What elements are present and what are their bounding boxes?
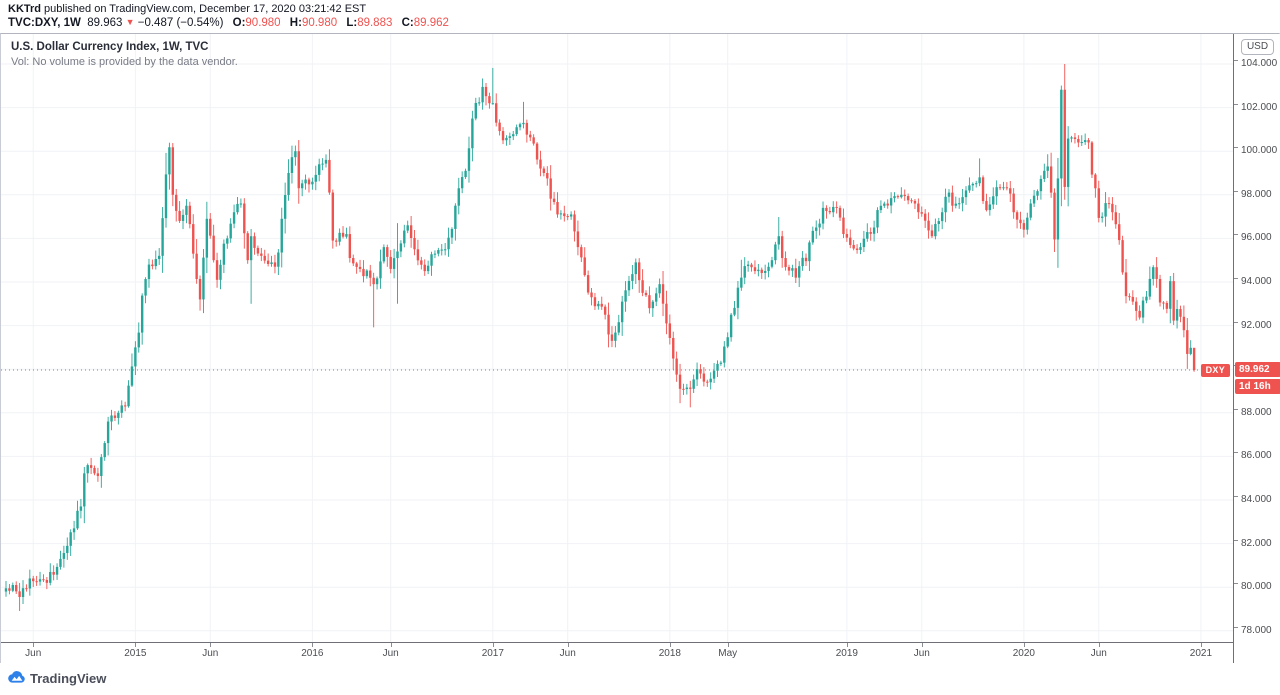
- time-tick-year: 2015: [124, 648, 147, 659]
- time-tick-mark: [921, 643, 923, 647]
- byline: KKTrd published on TradingView.com, Dece…: [8, 3, 366, 15]
- ohlc-open-label: O:: [232, 17, 246, 29]
- time-tick-year: 2017: [481, 648, 504, 659]
- time-tick-month: May: [718, 648, 738, 659]
- tick-dash: [1234, 626, 1238, 628]
- price-tick-label: 94.000: [1234, 276, 1272, 288]
- time-tick-year: 2018: [658, 648, 681, 659]
- time-tick-year: 2020: [1012, 648, 1035, 659]
- ohlc-close-label: C:: [401, 17, 414, 29]
- price-tick-label: 100.000: [1234, 145, 1277, 157]
- tick-dash: [1234, 452, 1238, 454]
- ohlc-high-label: H:: [289, 17, 302, 29]
- time-axis[interactable]: Jun 2015 Jun 2016 Jun 2017 Jun 2018 May 2019 Jun 20…: [1, 642, 1280, 664]
- chart-frame: U.S. Dollar Currency Index, 1W, TVC Vol:…: [0, 33, 1280, 664]
- symbol-status-line: TVC:DXY, 1W 89.963 ▼ −0.487 (−0.54%) O:9…: [8, 17, 449, 29]
- time-tick-mark: [210, 643, 212, 647]
- snapshot-footer: TradingView: [0, 663, 1280, 695]
- series-price-tag: DXY: [1200, 363, 1230, 377]
- price-tick-label: 104.000: [1234, 58, 1277, 70]
- time-tick-year: 2016: [301, 648, 324, 659]
- time-tick-month: Jun: [25, 648, 42, 659]
- price-tick-label: 102.000: [1234, 102, 1277, 114]
- time-tick-mark: [1098, 643, 1100, 647]
- time-tick-mark: [1023, 643, 1025, 647]
- time-tick-month: Jun: [202, 648, 219, 659]
- ohlc-low-label: L:: [346, 17, 358, 29]
- tick-dash: [1234, 234, 1238, 236]
- last-price-tag: 89.962: [1235, 362, 1280, 378]
- ohlc-low-value: 89.883: [357, 17, 393, 29]
- last-price: 89.963: [87, 17, 123, 29]
- time-tick-mark: [727, 643, 729, 647]
- price-tick-label: 88.000: [1234, 407, 1272, 419]
- tick-dash: [1234, 278, 1238, 279]
- chart-pane[interactable]: U.S. Dollar Currency Index, 1W, TVC Vol:…: [1, 34, 1233, 642]
- time-tick-mark: [492, 643, 494, 647]
- time-tick-month: Jun: [382, 648, 399, 659]
- time-tick-mark: [33, 643, 35, 647]
- tick-dash: [1234, 321, 1238, 323]
- tick-dash: [1234, 190, 1238, 192]
- tradingview-brand-text[interactable]: TradingView: [30, 671, 107, 686]
- time-tick-month: Jun: [913, 648, 930, 659]
- time-tick-mark: [669, 643, 671, 647]
- ohlc-open-value: 90.980: [245, 17, 281, 29]
- byline-text: published on TradingView.com, December 1…: [41, 3, 367, 15]
- bar-countdown-tag: 1d 16h: [1235, 378, 1280, 394]
- time-tick-mark: [1200, 643, 1202, 647]
- tick-dash: [1234, 496, 1238, 497]
- tick-dash: [1234, 147, 1238, 149]
- tick-dash: [1234, 583, 1238, 585]
- time-tick-year: 2021: [1189, 648, 1213, 659]
- price-axis[interactable]: USD 104.000 102.000 100.000 98.000 96.000 94.…: [1233, 34, 1280, 664]
- time-tick-year: 2019: [835, 648, 858, 659]
- time-tick-mark: [390, 643, 392, 647]
- price-tick-label: 96.000: [1234, 232, 1272, 244]
- ohlc-high-value: 90.980: [301, 17, 338, 29]
- price-tick-label: 92.000: [1234, 320, 1272, 332]
- ohlc-close-value: 89.962: [413, 17, 449, 29]
- price-tick-label: 84.000: [1234, 494, 1272, 506]
- price-tick-label: 80.000: [1234, 581, 1272, 593]
- time-tick-mark: [567, 643, 569, 647]
- price-tick-label: 86.000: [1234, 450, 1272, 462]
- price-change: −0.487 (−0.54%): [137, 17, 224, 29]
- time-tick-month: Jun: [559, 648, 576, 659]
- time-tick-mark: [312, 643, 314, 647]
- time-tick-mark: [135, 643, 137, 647]
- candlestick-chart[interactable]: [1, 34, 1233, 642]
- tick-dash: [1234, 103, 1238, 105]
- price-tick-label: 78.000: [1234, 625, 1272, 637]
- tick-dash: [1234, 60, 1238, 61]
- author-name: KKTrd: [8, 3, 41, 15]
- price-tick-label: 82.000: [1234, 538, 1272, 550]
- snapshot-header: KKTrd published on TradingView.com, Dece…: [0, 0, 1280, 33]
- currency-unit-badge[interactable]: USD: [1241, 39, 1274, 55]
- tradingview-logo-icon[interactable]: [7, 670, 26, 684]
- tick-dash: [1234, 539, 1238, 541]
- time-tick-mark: [846, 643, 848, 647]
- symbol-title: TVC:DXY, 1W: [8, 17, 81, 29]
- direction-down-icon: ▼: [125, 17, 135, 27]
- time-tick-month: Jun: [1090, 648, 1107, 659]
- price-tick-label: 98.000: [1234, 189, 1272, 201]
- tick-dash: [1234, 408, 1238, 410]
- axis-corner: [1233, 642, 1280, 664]
